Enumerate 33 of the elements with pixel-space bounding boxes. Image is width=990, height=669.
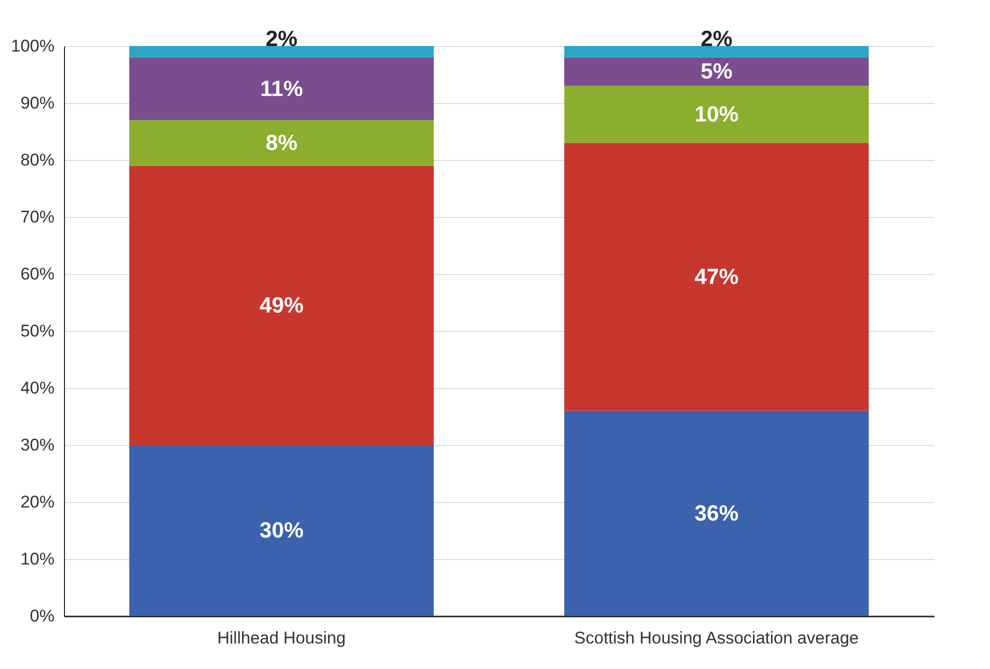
y-tick-label: 10% — [20, 550, 54, 568]
data-label: 30% — [259, 518, 304, 542]
x-tick-label: Scottish Housing Association average — [574, 628, 859, 648]
y-tick-label: 70% — [20, 208, 54, 226]
bar — [129, 46, 434, 58]
y-tick-label: 20% — [20, 492, 54, 512]
bar — [564, 410, 869, 616]
data-label: 49% — [259, 292, 304, 318]
bar — [564, 57, 869, 86]
x-tick-label: Hillhead Housing — [217, 628, 346, 648]
data-label: 8% — [266, 130, 298, 155]
bar — [564, 86, 869, 143]
y-tick-label: 100% — [11, 36, 54, 56]
data-label: 2% — [266, 26, 298, 52]
y-tick-label: 60% — [20, 264, 54, 284]
data-label: 2% — [700, 26, 732, 52]
y-tick-label: 80% — [20, 150, 54, 170]
bar — [129, 166, 434, 445]
y-tick-label: 50% — [20, 322, 54, 340]
bar — [564, 46, 869, 58]
y-tick-label: 40% — [20, 378, 54, 398]
data-label: 11% — [260, 76, 303, 101]
bar — [129, 445, 434, 616]
bar — [564, 142, 869, 411]
y-tick-label: 90% — [20, 94, 54, 112]
data-label: 47% — [694, 264, 739, 289]
y-tick-label: 0% — [30, 606, 54, 626]
bar — [129, 120, 434, 166]
data-label: 36% — [694, 500, 739, 526]
data-label: 5% — [700, 58, 732, 84]
y-tick-label: 30% — [20, 436, 54, 454]
data-label: 10% — [694, 101, 739, 126]
bar — [129, 57, 434, 120]
